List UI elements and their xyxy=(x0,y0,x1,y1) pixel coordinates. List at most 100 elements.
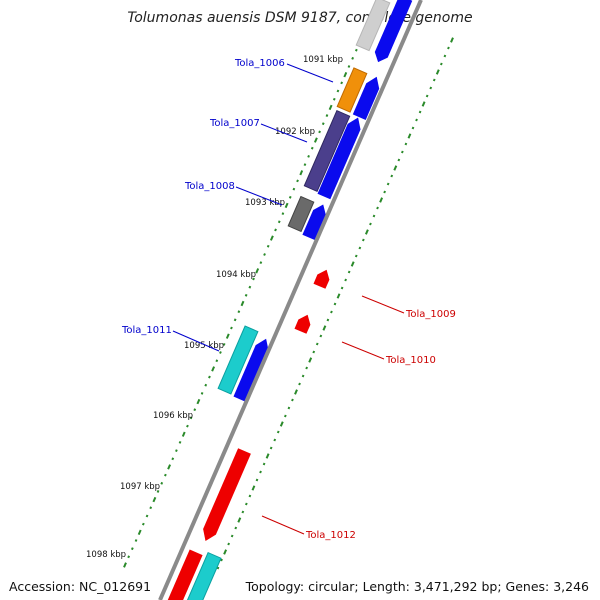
outer-ring-tick xyxy=(336,89,340,93)
kbp-tick-label: 1093 kbp xyxy=(245,198,285,208)
outer-ring-tick xyxy=(277,220,281,224)
outer-ring-tick xyxy=(307,155,310,158)
outer-ring-tick xyxy=(252,277,255,281)
outer-ring-tick xyxy=(127,555,131,559)
inner-ring-tick xyxy=(429,86,433,90)
outer-ring-tick xyxy=(178,440,182,444)
gene-labels: Tola_1006 Tola_1007 Tola_1008 Tola_1011 Tola… xyxy=(121,58,456,541)
red-feature-arrow xyxy=(294,314,311,334)
cyan-feature xyxy=(217,325,259,395)
outer-ring-tick xyxy=(225,333,230,339)
inner-ring-tick xyxy=(298,382,301,386)
inner-ring-tick xyxy=(330,310,333,314)
light-gray-feature xyxy=(355,0,391,52)
map-title: Tolumonas auensis DSM 9187, complete gen… xyxy=(127,10,472,26)
inner-ring-tick xyxy=(319,334,323,338)
label-leader-line xyxy=(286,63,334,83)
label-leader-line xyxy=(260,123,308,143)
inner-ring-tick xyxy=(336,293,341,299)
outer-ring-tick xyxy=(123,562,127,568)
inner-ring-tick xyxy=(279,421,284,427)
tick-rings xyxy=(123,37,454,570)
outer-ring-tick xyxy=(171,457,175,461)
outer-ring-tick xyxy=(130,547,134,551)
inner-ring-tick xyxy=(383,190,387,194)
outer-ring-tick xyxy=(325,114,329,117)
inner-ring-tick xyxy=(425,94,429,98)
outer-ring-tick xyxy=(299,170,304,176)
inner-ring-tick xyxy=(322,325,327,331)
inner-ring-tick xyxy=(393,165,398,171)
inner-ring-tick xyxy=(301,374,305,378)
inner-ring-tick xyxy=(276,430,280,434)
cds-arrow xyxy=(233,338,269,403)
outer-ring-tick xyxy=(321,122,325,126)
outer-ring-tick xyxy=(244,293,248,297)
outer-ring-tick xyxy=(269,235,274,241)
outer-ring-tick xyxy=(167,464,172,470)
inner-ring-tick xyxy=(259,470,262,474)
backbone-line xyxy=(158,0,423,600)
outer-ring-tick xyxy=(240,300,245,307)
cds-arrow xyxy=(374,0,413,63)
outer-ring-tick xyxy=(237,310,241,314)
inner-ring-tick xyxy=(443,54,447,58)
orange-feature xyxy=(336,67,368,113)
inner-ring-tick xyxy=(237,517,242,523)
outer-ring-tick xyxy=(186,424,189,428)
kbp-tick-labels: 1091 kbp 1092 kbp 1093 kbp 1094 kbp 1095 kbp… xyxy=(86,55,343,560)
red-feature-arrow xyxy=(203,448,251,541)
inner-ring-tick xyxy=(397,158,401,162)
outer-ring-tick xyxy=(152,496,157,503)
inner-ring-tick xyxy=(421,101,426,107)
inner-ring-tick xyxy=(227,542,231,546)
label-leader-line xyxy=(341,341,385,360)
outer-ring-tick xyxy=(313,137,318,143)
inner-ring-tick xyxy=(265,453,270,459)
accession-text: Accession: NC_012691 xyxy=(9,579,152,594)
outer-ring-tick xyxy=(255,268,260,274)
kbp-tick-label: 1097 kbp xyxy=(120,482,160,492)
outer-ring-tick xyxy=(204,383,208,387)
inner-ring-tick xyxy=(369,222,372,226)
outer-ring-tick xyxy=(328,104,333,111)
inner-ring-tick xyxy=(450,37,454,43)
inner-ring-tick xyxy=(283,414,287,418)
outer-ring-tick xyxy=(196,398,201,405)
inner-ring-tick xyxy=(255,478,259,482)
outer-ring-tick xyxy=(193,408,197,412)
kbp-tick-label: 1098 kbp xyxy=(86,550,126,560)
inner-ring-tick xyxy=(326,318,330,322)
inner-ring-tick xyxy=(376,206,379,210)
outer-ring-tick xyxy=(156,490,160,493)
outer-ring-tick xyxy=(303,163,307,167)
outer-ring-tick xyxy=(219,351,222,354)
outer-ring-tick xyxy=(230,326,233,330)
kbp-tick-label: 1092 kbp xyxy=(275,127,315,137)
inner-ring-tick xyxy=(223,549,228,555)
outer-ring-tick xyxy=(160,481,164,485)
outer-ring-tick xyxy=(347,65,351,68)
outer-ring-tick xyxy=(354,48,358,52)
inner-ring-tick xyxy=(364,229,369,235)
inner-ring-tick xyxy=(287,406,291,410)
outer-ring-tick xyxy=(340,81,344,85)
inner-ring-tick xyxy=(379,197,384,203)
outer-ring-tick xyxy=(266,244,270,248)
outer-ring-tick xyxy=(274,228,277,232)
outer-ring-tick xyxy=(259,261,263,265)
inner-ring-tick xyxy=(315,342,319,346)
outer-ring-tick xyxy=(332,97,336,101)
topology-text: Topology: circular; Length: 3,471,292 bp… xyxy=(245,579,589,594)
inner-ring-tick xyxy=(308,357,313,363)
kbp-tick-label: 1094 kbp xyxy=(216,270,256,280)
inner-ring-tick xyxy=(291,398,294,402)
gene-label: Tola_1009 xyxy=(405,309,456,320)
outer-ring-tick xyxy=(181,431,186,437)
inner-ring-tick xyxy=(390,174,394,178)
inner-ring-tick xyxy=(344,278,348,282)
inner-ring-tick xyxy=(241,510,245,514)
label-leader-line xyxy=(261,515,305,535)
inner-ring-tick xyxy=(372,214,376,218)
